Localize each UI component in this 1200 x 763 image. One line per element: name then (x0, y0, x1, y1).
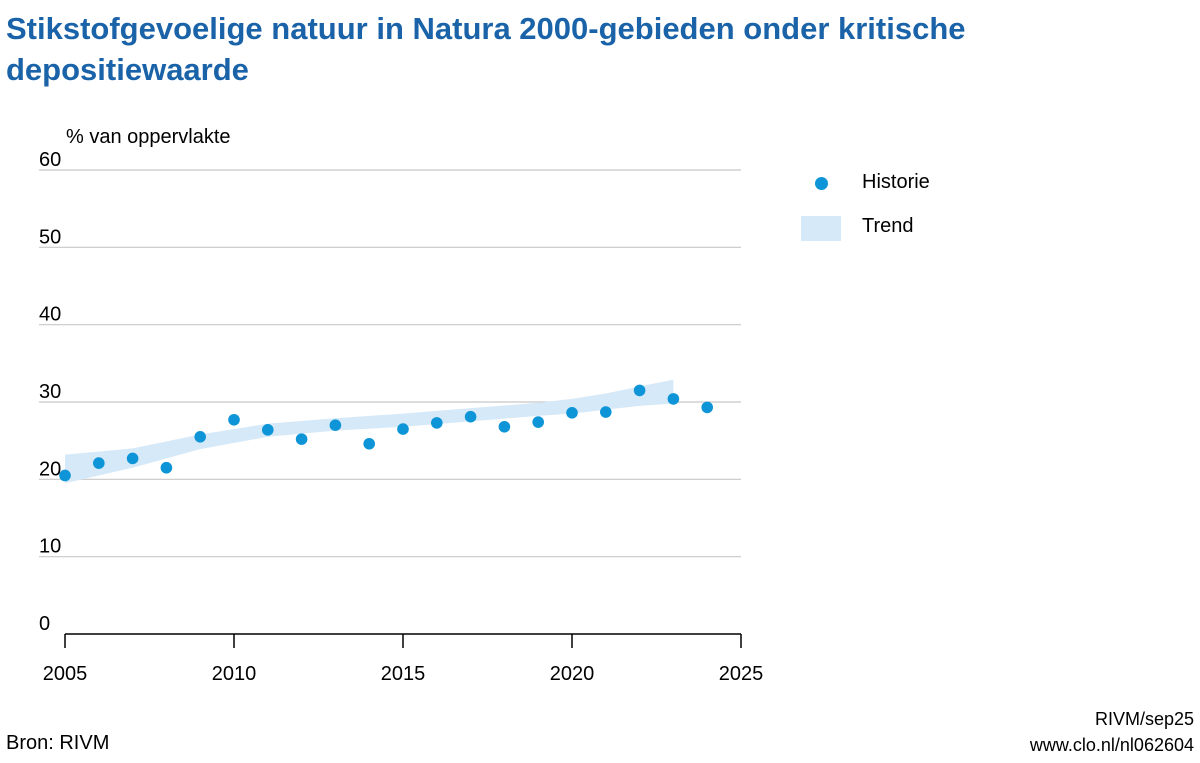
legend-band-swatch (801, 216, 841, 241)
data-point-2017 (464, 410, 477, 423)
data-point-2013 (329, 419, 342, 432)
data-point-2018 (498, 420, 511, 433)
y-tick-label-30: 30 (39, 381, 61, 403)
data-point-2014 (363, 437, 376, 450)
data-point-2008 (160, 461, 173, 474)
data-point-2020 (566, 407, 578, 419)
credit-block: RIVM/sep25 www.clo.nl/nl062604 (1030, 706, 1194, 758)
source-label: Bron: RIVM (6, 732, 110, 754)
grid-lines (39, 169, 741, 558)
data-point-2022 (633, 384, 646, 397)
data-point-2006 (93, 457, 105, 469)
data-point-2012 (295, 433, 308, 445)
data-point-2019 (532, 416, 544, 428)
trend-band (65, 379, 674, 484)
trend-band-layer (65, 379, 674, 484)
y-tick-label-10: 10 (39, 536, 61, 558)
x-tick-label-2010: 2010 (212, 663, 257, 685)
data-point-2024 (701, 401, 713, 414)
y-tick-labels: 0 10 20 30 40 50 60 (39, 149, 61, 635)
data-point-2021 (600, 406, 612, 418)
legend-label-historie: Historie (862, 171, 930, 193)
y-axis-label: % van oppervlakte (66, 126, 231, 148)
historie-points (59, 384, 713, 482)
legend-dot-marker (815, 177, 828, 190)
credit-line-url: www.clo.nl/nl062604 (1029, 735, 1194, 755)
y-tick-label-20: 20 (39, 458, 61, 480)
credit-line-date: RIVM/sep25 (1094, 709, 1194, 729)
data-point-2015 (397, 423, 409, 435)
legend-label-trend: Trend (862, 215, 914, 237)
x-tick-label-2005: 2005 (43, 663, 88, 685)
y-tick-label-60: 60 (39, 149, 61, 171)
x-tick-label-2025: 2025 (719, 663, 764, 685)
x-axis (64, 633, 742, 648)
data-point-2007 (126, 452, 139, 465)
y-tick-label-50: 50 (39, 226, 61, 248)
y-tick-label-40: 40 (39, 304, 61, 326)
chart-title: Stikstofgevoelige natuur in Natura 2000-… (6, 11, 966, 87)
x-tick-labels: 2005 2010 2015 2020 2025 (43, 663, 764, 685)
data-point-2005 (59, 469, 71, 482)
data-point-2009 (194, 431, 206, 443)
data-point-2016 (431, 417, 443, 429)
y-tick-label-0: 0 (39, 613, 50, 635)
x-tick-label-2020: 2020 (550, 663, 595, 685)
data-point-2011 (262, 424, 274, 436)
data-point-2010 (228, 413, 240, 426)
x-tick-label-2015: 2015 (381, 663, 426, 685)
data-point-2023 (667, 393, 680, 405)
